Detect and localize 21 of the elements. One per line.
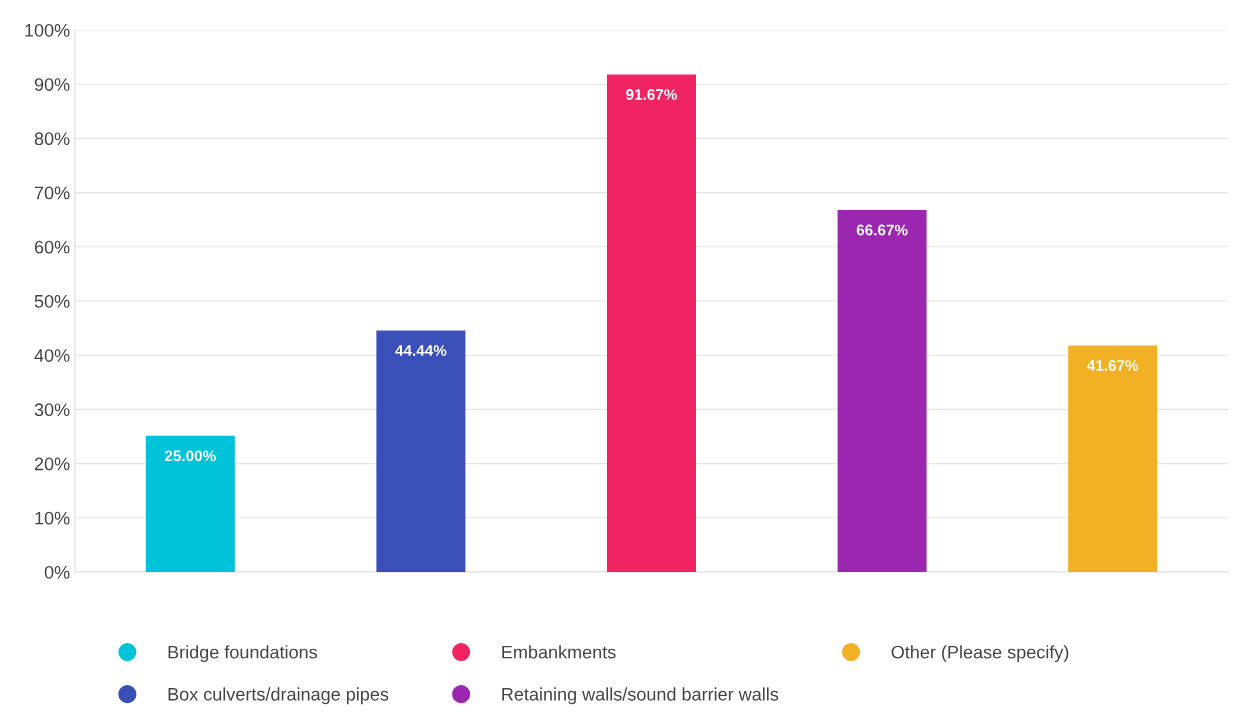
y-tick-label: 100%: [25, 23, 70, 37]
y-tick-label: 70%: [34, 186, 70, 200]
legend-label: Embankments: [502, 645, 616, 659]
y-tick-label: 50%: [34, 294, 70, 308]
y-tick-label: 60%: [34, 240, 70, 254]
y-tick-label: 20%: [34, 457, 70, 471]
legend-label: Bridge foundations: [168, 645, 318, 663]
y-tick-label: 90%: [34, 78, 70, 91]
y-tick-label: 0%: [44, 565, 70, 579]
legend-label: Box culverts/drainage pipes: [168, 687, 389, 705]
y-tick-label: 10%: [35, 511, 70, 525]
y-tick-label: 30%: [34, 403, 70, 417]
legend-label: Retaining walls/sound barrier walls: [502, 687, 779, 705]
data-label: 41.67%: [1087, 360, 1139, 371]
y-tick-label: 80%: [34, 132, 70, 146]
y-tick-label: 40%: [34, 349, 70, 362]
data-label: 66.67%: [856, 224, 908, 236]
data-label: 25.00%: [164, 450, 216, 462]
legend-label: Other (Please specify): [891, 645, 1069, 663]
data-label: 44.44%: [395, 345, 447, 356]
data-label: 91.67%: [626, 89, 678, 100]
